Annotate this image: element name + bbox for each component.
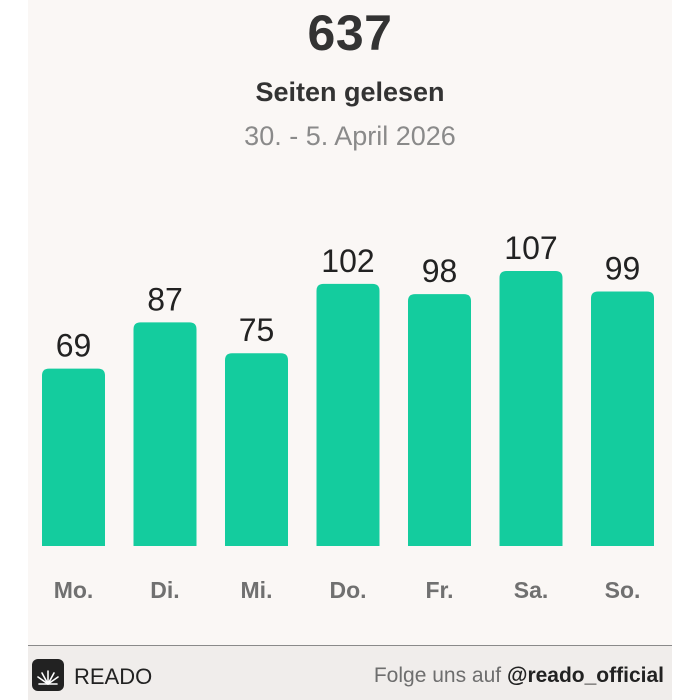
bar-value-label: 87 bbox=[147, 281, 183, 317]
social-handle[interactable]: @reado_official bbox=[506, 664, 664, 687]
bar-group: 87 Di. bbox=[133, 281, 197, 603]
book-leaf-icon bbox=[32, 659, 64, 691]
bar bbox=[499, 271, 563, 546]
bar-value-label: 102 bbox=[321, 243, 374, 279]
bar bbox=[408, 294, 471, 546]
category-label: Di. bbox=[150, 577, 179, 603]
bar-group: 107 Sa. bbox=[499, 230, 563, 603]
follow-text: Folge uns auf @reado_official bbox=[374, 664, 664, 688]
bar-group: 102 Do. bbox=[316, 243, 380, 603]
category-label: Fr. bbox=[425, 577, 453, 603]
bar-group: 99 So. bbox=[591, 251, 654, 603]
category-label: Mo. bbox=[54, 577, 94, 603]
bar-value-label: 98 bbox=[422, 253, 458, 289]
bar-value-label: 107 bbox=[504, 230, 557, 266]
brand-name: READO bbox=[74, 664, 153, 689]
bar-group: 69 Mo. bbox=[42, 328, 105, 603]
chart-subtitle: Seiten gelesen bbox=[255, 77, 445, 107]
bar-value-label: 69 bbox=[56, 328, 92, 364]
bar-value-label: 99 bbox=[605, 251, 641, 287]
bar-group: 75 Mi. bbox=[225, 312, 288, 603]
bar bbox=[225, 353, 288, 546]
date-range: 30. - 5. April 2026 bbox=[244, 121, 456, 151]
category-label: Sa. bbox=[514, 577, 549, 603]
bar-chart: 69 Mo. 87 Di. 75 Mi. 102 Do. 98 Fr. 107 Sa. 99 So. bbox=[42, 230, 654, 603]
bar bbox=[42, 368, 105, 546]
bar bbox=[591, 291, 654, 546]
bar-group: 98 Fr. bbox=[408, 253, 471, 603]
category-label: Mi. bbox=[241, 577, 273, 603]
follow-label: Folge uns auf bbox=[373, 664, 502, 687]
footer: READO Folge uns auf @reado_official bbox=[28, 645, 672, 700]
total-pages: 637 bbox=[307, 5, 393, 61]
bar bbox=[133, 322, 197, 546]
category-label: Do. bbox=[329, 577, 366, 603]
bar-value-label: 75 bbox=[239, 312, 275, 348]
bar bbox=[316, 283, 380, 546]
category-label: So. bbox=[605, 577, 641, 603]
